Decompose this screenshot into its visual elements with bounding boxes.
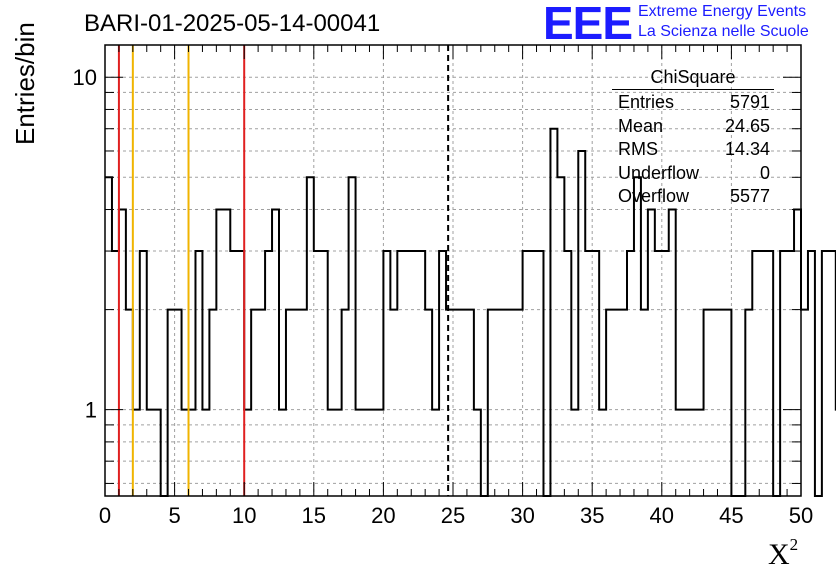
eee-logo: EEE [543, 0, 633, 49]
x-tick-label: 40 [650, 503, 674, 528]
stats-row-underflow: Underflow 0 [612, 162, 774, 186]
y-tick-label: 1 [85, 398, 97, 423]
x-axis-label-base: X [768, 538, 790, 571]
x-axis-label: X2 [768, 535, 798, 572]
stats-value: 5577 [729, 186, 770, 206]
x-tick-label: 10 [232, 503, 256, 528]
stats-row-rms: RMS 14.34 [612, 138, 774, 162]
x-tick-label: 45 [719, 503, 743, 528]
stats-title: ChiSquare [612, 67, 774, 90]
x-tick-label: 25 [441, 503, 465, 528]
stats-label: RMS [618, 139, 658, 159]
x-tick-label: 50 [789, 503, 813, 528]
x-tick-label: 0 [99, 503, 111, 528]
stats-label: Mean [618, 115, 664, 136]
logo-line-2: La Scienza nelle Scuole [638, 23, 809, 40]
chart-title: BARI-01-2025-05-14-00041 [84, 10, 381, 37]
x-axis-label-sup: 2 [789, 535, 799, 554]
stats-value: 14.34 [724, 139, 770, 159]
x-tick-label: 5 [168, 503, 180, 528]
stats-value: 24.65 [724, 115, 770, 136]
stats-row-mean: Mean 24.65 [612, 115, 774, 139]
stats-label: Entries [618, 92, 675, 112]
stats-row-overflow: Overflow 5577 [612, 185, 774, 209]
stats-value: 5791 [729, 92, 770, 112]
stats-label: Underflow [618, 162, 700, 183]
stats-label: Overflow [618, 186, 690, 206]
stats-box: ChiSquare Entries 5791 Mean 24.65 RMS 14.34… [612, 67, 774, 209]
stats-row-entries: Entries 5791 [612, 91, 774, 115]
histogram-series [105, 127, 836, 497]
logo-line-1: Extreme Energy Events [638, 3, 807, 20]
x-tick-label: 20 [371, 503, 395, 528]
x-tick-label: 15 [302, 503, 326, 528]
x-tick-label: 35 [580, 503, 604, 528]
y-tick-label: 10 [73, 65, 97, 90]
x-tick-label: 30 [510, 503, 534, 528]
stats-value: 0 [759, 162, 770, 183]
